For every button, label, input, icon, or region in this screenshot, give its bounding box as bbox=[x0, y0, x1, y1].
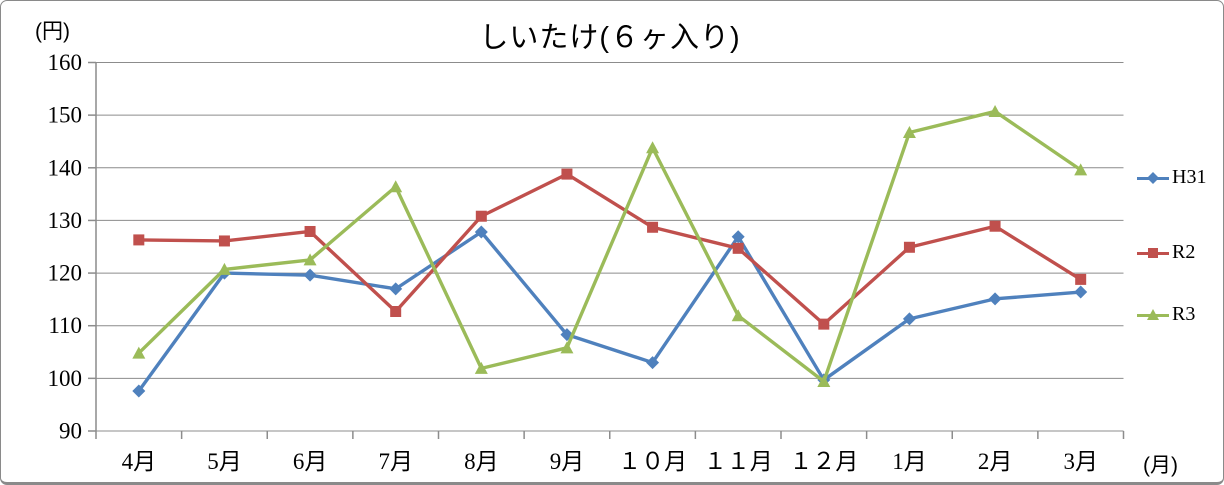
legend-label: R3 bbox=[1172, 303, 1196, 325]
y-tick-label: 130 bbox=[48, 208, 83, 233]
series-H31-point bbox=[132, 384, 146, 398]
y-tick-label: 140 bbox=[48, 155, 83, 180]
series-H31-point bbox=[389, 282, 403, 296]
y-axis-unit-label: (円) bbox=[35, 20, 70, 43]
x-tick-label: 2月 bbox=[978, 449, 1013, 474]
legend-item-R2[interactable]: R2 bbox=[1137, 241, 1195, 264]
x-tick-label: 7月 bbox=[378, 449, 413, 474]
series-R2-point bbox=[647, 221, 659, 233]
series-R3-point bbox=[817, 375, 831, 388]
series-R3-point bbox=[1074, 163, 1088, 176]
legend-diamond-icon bbox=[1137, 171, 1169, 184]
series-R3-point bbox=[217, 262, 231, 275]
series-H31-point bbox=[474, 225, 488, 239]
x-tick-label: １１月 bbox=[704, 449, 773, 474]
series-R3-point bbox=[474, 361, 488, 374]
x-tick-label: １０月 bbox=[618, 449, 687, 474]
series-R3-point bbox=[731, 309, 745, 322]
legend-square-icon bbox=[1137, 247, 1169, 259]
series-R3-point bbox=[988, 104, 1002, 117]
legend-item-R3[interactable]: R3 bbox=[1137, 303, 1195, 326]
series-H31-point bbox=[303, 268, 317, 282]
chart-title[interactable]: しいたけ(６ヶ入り) bbox=[479, 22, 741, 54]
x-tick-label: １２月 bbox=[789, 449, 858, 474]
series-R3-point bbox=[560, 341, 574, 354]
series-R3-point bbox=[303, 253, 317, 266]
x-tick-label: 6月 bbox=[293, 449, 328, 474]
series-R2-point bbox=[903, 241, 915, 253]
x-tick-label: 5月 bbox=[207, 449, 242, 474]
x-tick-label: 3月 bbox=[1063, 449, 1098, 474]
series-R2-point bbox=[133, 234, 145, 246]
y-tick-label: 160 bbox=[48, 50, 83, 75]
series-R2-point bbox=[218, 235, 230, 247]
series-R2-point bbox=[561, 168, 573, 180]
series-R2-point bbox=[989, 220, 1001, 232]
series-H31-point bbox=[988, 292, 1002, 306]
series-R3-point bbox=[646, 141, 660, 154]
y-tick-label: 100 bbox=[48, 366, 83, 391]
series-H31-line[interactable] bbox=[137, 230, 1083, 393]
series-R2-line[interactable] bbox=[137, 172, 1083, 326]
legend-label: H31 bbox=[1172, 166, 1207, 188]
series-R3-point bbox=[389, 180, 403, 193]
y-tick-label: 90 bbox=[59, 419, 82, 444]
series-R3-line[interactable] bbox=[137, 109, 1083, 384]
series-R2-point bbox=[1075, 273, 1087, 285]
series-R2-point bbox=[390, 306, 402, 318]
series-R3-point bbox=[902, 126, 916, 139]
series-R2-point bbox=[818, 318, 830, 330]
y-tick-label: 120 bbox=[48, 261, 83, 286]
series-H31-point bbox=[646, 356, 660, 370]
x-tick-label: 8月 bbox=[464, 449, 499, 474]
series-R2-point bbox=[732, 242, 744, 254]
legend-item-H31[interactable]: H31 bbox=[1137, 166, 1206, 189]
x-tick-label: 4月 bbox=[122, 449, 157, 474]
series-H31-point bbox=[902, 312, 916, 326]
series-H31-point bbox=[1074, 285, 1088, 299]
y-tick-label: 150 bbox=[48, 103, 83, 128]
legend-label: R2 bbox=[1172, 241, 1196, 263]
series-R3-point bbox=[132, 346, 146, 359]
x-tick-label: 9月 bbox=[550, 449, 585, 474]
series-R2-point bbox=[304, 225, 316, 237]
x-tick-label: 1月 bbox=[892, 449, 927, 474]
y-tick-label: 110 bbox=[48, 313, 82, 338]
x-axis-unit-label: (月) bbox=[1143, 454, 1178, 477]
legend-triangle-icon bbox=[1137, 308, 1169, 321]
series-R2-point bbox=[475, 210, 487, 222]
series-H31-point bbox=[731, 230, 745, 244]
